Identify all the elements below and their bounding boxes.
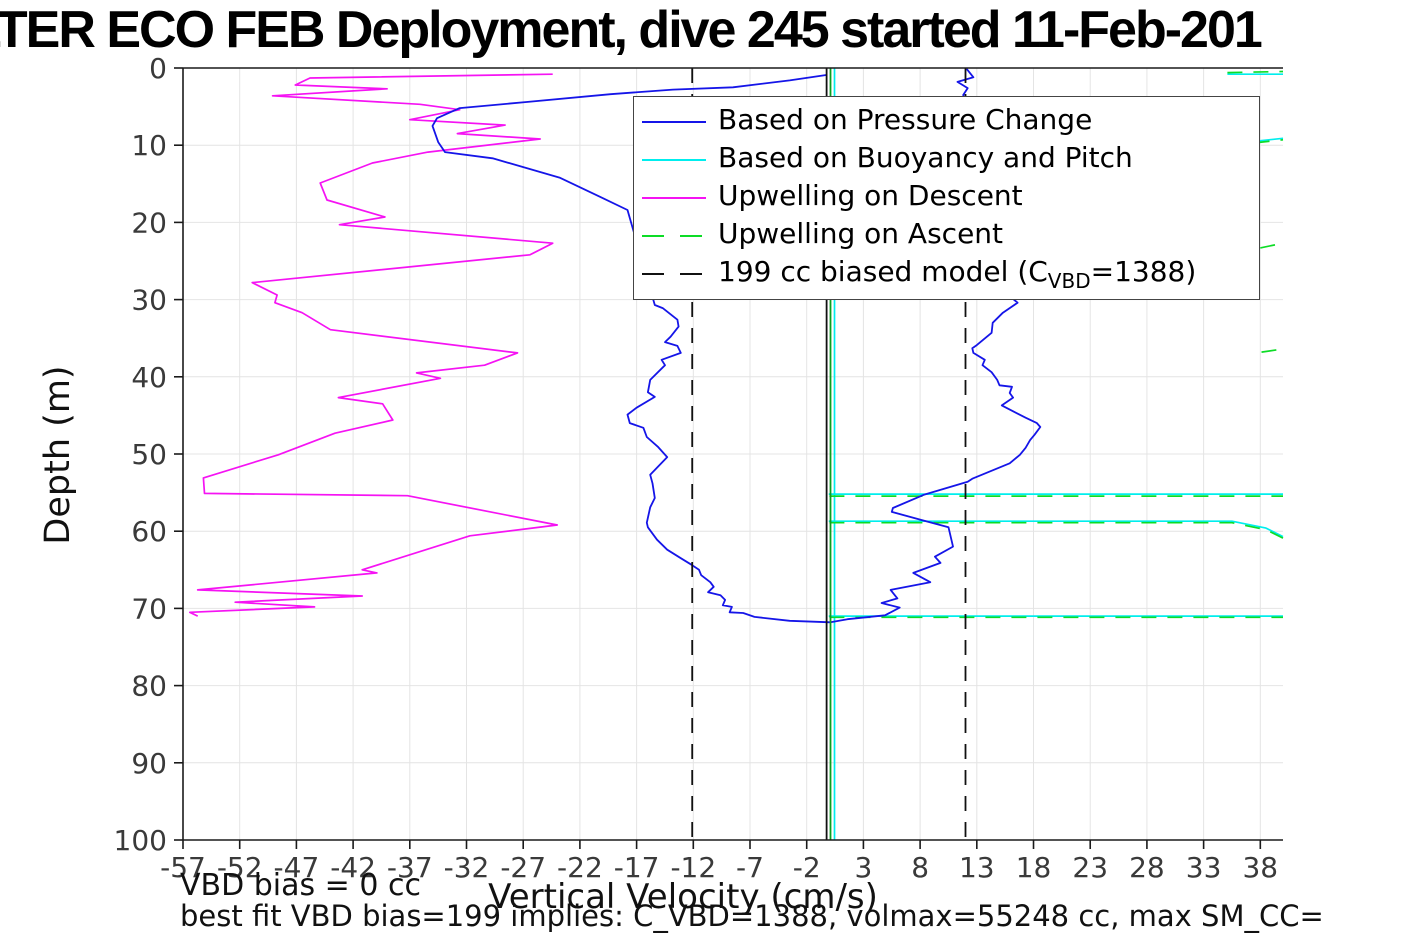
x-tick-label: 13 [959,851,995,884]
x-tick-label: -42 [330,851,376,884]
legend-box: Based on Pressure Change Based on Buoyan… [633,96,1260,300]
legend-entry-biased-model: 199 cc biased model (CVBD=1388) [634,255,1259,293]
legend-label: Based on Buoyancy and Pitch [718,141,1133,174]
legend-line-sample [642,197,706,199]
y-tick-label: 10 [131,129,167,162]
x-tick-label: 18 [1016,851,1052,884]
series-based-on-pressure-change [431,68,1042,624]
y-tick-label: 80 [131,670,167,703]
x-tick-label: -57 [160,851,206,884]
y-tick-label: 90 [131,747,167,780]
series-upwelling-on-descent [188,73,559,617]
x-tick-label: -2 [793,851,821,884]
legend-entry-upwelling-ascent: Upwelling on Ascent [634,217,1259,255]
legend-label: 199 cc biased model (CVBD=1388) [718,255,1197,293]
x-tick-label: -37 [387,851,433,884]
legend-label: Upwelling on Descent [718,179,1023,212]
legend-entry-buoyancy-pitch: Based on Buoyancy and Pitch [634,141,1259,179]
legend-line-sample [642,273,706,275]
y-tick-label: 40 [131,361,167,394]
legend-label: Upwelling on Ascent [718,217,1004,250]
title-clip: LTER ECO FEB Deployment, dive 245 starte… [0,0,1417,62]
x-axis-label: Vertical Velocity (cm/s) [488,877,878,917]
legend-label: Based on Pressure Change [718,103,1093,136]
vbd-bias-note: VBD bias = 0 cc [180,868,421,903]
x-tick-label: 23 [1072,851,1108,884]
y-tick-label: 30 [131,284,167,317]
x-tick-label: -17 [614,851,660,884]
y-tick-label: 70 [131,592,167,625]
x-tick-label: 38 [1242,851,1278,884]
x-tick-label: 28 [1129,851,1165,884]
x-tick-label: -52 [217,851,263,884]
x-tick-label: -22 [557,851,603,884]
legend-line-sample [642,235,706,237]
x-tick-label: -27 [500,851,546,884]
y-axis-label: Depth (m) [38,365,78,545]
y-tick-label: 0 [149,52,167,85]
legend-line-sample [642,159,706,161]
y-tick-label: 20 [131,206,167,239]
legend-entry-upwelling-descent: Upwelling on Descent [634,179,1259,217]
tick-labels: -57 -52 -47 -42 -37 -32 -27 -22 -17 -12 -7 -2 3 8 13 18… [114,52,1279,884]
plot-title: LTER ECO FEB Deployment, dive 245 starte… [0,1,1263,59]
x-tick-label: -47 [274,851,320,884]
x-tick-label: 3 [854,851,872,884]
y-tick-label: 60 [131,515,167,548]
y-tick-label: 100 [114,824,167,857]
x-tick-label: -32 [444,851,490,884]
y-tick-label: 50 [131,438,167,471]
legend-line-sample [642,121,706,123]
x-tick-label: 8 [911,851,929,884]
tick-marks [174,67,1262,849]
best-fit-note: best fit VBD bias=199 implies: C_VBD=138… [180,899,1324,933]
x-tick-label: -7 [736,851,764,884]
x-tick-label: -12 [670,851,716,884]
x-tick-label: 33 [1186,851,1222,884]
legend-entry-pressure-change: Based on Pressure Change [634,103,1259,141]
